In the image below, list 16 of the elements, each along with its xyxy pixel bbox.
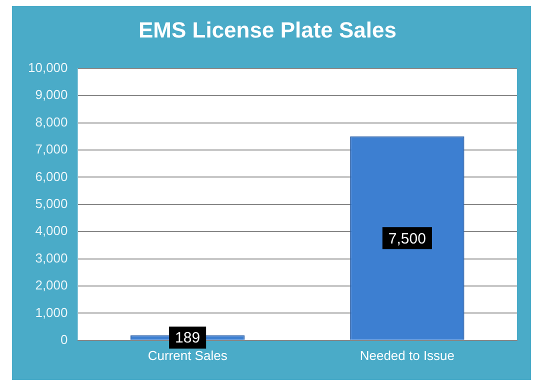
y-tick-label: 10,000 [28, 60, 68, 75]
y-tick-label: 7,000 [35, 142, 68, 157]
x-tick-label: Needed to Issue [360, 348, 455, 363]
x-tick-label: Current Sales [148, 348, 228, 363]
y-tick-label: 3,000 [35, 250, 68, 266]
y-tick-label: 5,000 [35, 196, 68, 211]
y-tick-label: 6,000 [35, 168, 68, 184]
chart-title: EMS License Plate Sales [138, 17, 397, 42]
y-tick-label: 4,000 [35, 223, 68, 238]
data-label: 7,500 [388, 230, 426, 248]
y-tick-label: 9,000 [35, 87, 68, 102]
y-tick-label: 1,000 [35, 304, 68, 320]
data-label: 189 [175, 330, 200, 347]
y-tick-label: 2,000 [35, 278, 68, 293]
y-tick-label: 8,000 [35, 114, 68, 130]
y-tick-label: 0 [60, 332, 68, 347]
